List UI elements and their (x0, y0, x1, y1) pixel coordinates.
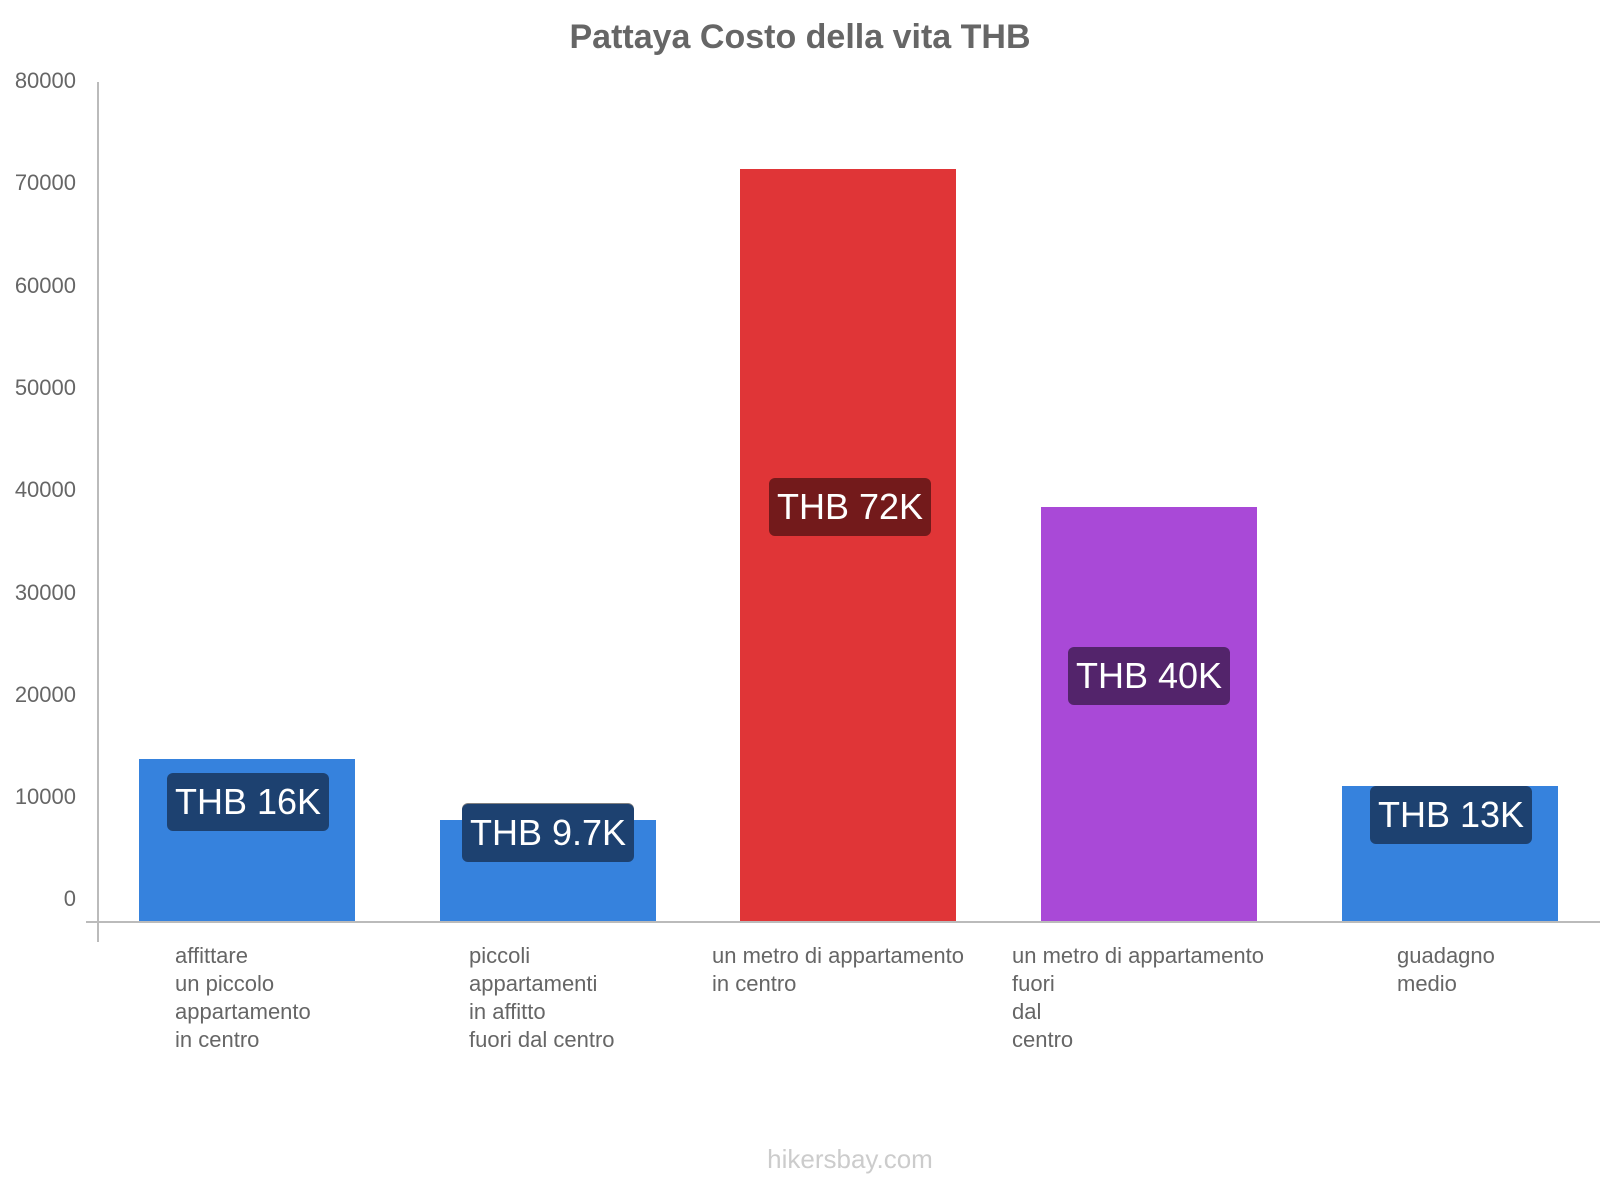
watermark: hikersbay.com (767, 1144, 933, 1174)
y-tick: 10000 (14, 784, 76, 809)
y-tick: 20000 (14, 682, 76, 707)
x-label: piccoli appartamenti in affitto fuori da… (469, 943, 615, 1052)
y-tick: 0 (63, 886, 76, 911)
y-axis-line (97, 82, 99, 942)
bar-sqm-outside[interactable] (1041, 507, 1257, 921)
data-label: THB 16K (167, 773, 329, 831)
y-tick: 30000 (14, 580, 76, 605)
data-label: THB 40K (1068, 647, 1230, 705)
x-label: guadagno medio (1397, 943, 1495, 996)
y-tick: 50000 (14, 375, 76, 400)
chart-title: Pattaya Costo della vita THB (569, 18, 1031, 56)
x-label: affittare un piccolo appartamento in cen… (175, 943, 311, 1052)
y-tick: 80000 (14, 68, 76, 93)
x-label: un metro di appartamento in centro (712, 943, 964, 996)
y-tick: 70000 (14, 170, 76, 195)
data-label: THB 13K (1370, 786, 1532, 844)
data-label: THB 72K (769, 478, 931, 536)
x-axis-line (86, 921, 1600, 923)
data-label: THB 9.7K (462, 804, 634, 862)
y-tick: 60000 (14, 273, 76, 298)
y-tick: 40000 (14, 477, 76, 502)
x-label: un metro di appartamento fuori dal centr… (1012, 943, 1264, 1052)
bar-sqm-center[interactable] (740, 169, 956, 921)
